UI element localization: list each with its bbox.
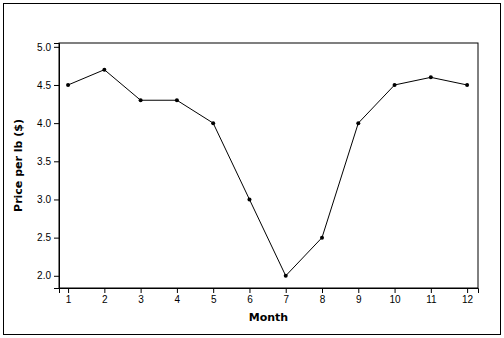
x-tick-mark xyxy=(467,288,468,293)
point xyxy=(356,121,360,125)
y-tick-label: 2.0 xyxy=(37,270,51,281)
point xyxy=(284,274,288,278)
y-tick: 3.0 xyxy=(37,194,59,205)
x-tick-mark xyxy=(68,288,69,293)
x-tick-label: 9 xyxy=(356,294,362,305)
x-tick-label: 11 xyxy=(426,294,437,305)
plot-area xyxy=(66,68,469,278)
y-tick-mark xyxy=(54,199,59,200)
point xyxy=(175,98,179,102)
x-tick: 2 xyxy=(102,288,108,305)
y-tick-mark xyxy=(54,161,59,162)
y-tick-mark xyxy=(54,123,59,124)
point xyxy=(247,197,251,201)
x-tick-mark xyxy=(358,288,359,293)
x-tick-label: 2 xyxy=(102,294,108,305)
y-tick-mark xyxy=(54,85,59,86)
y-tick-mark xyxy=(54,238,59,239)
x-tick-mark xyxy=(286,288,287,293)
chart: 1234567891011122.02.53.03.54.04.55.0Mont… xyxy=(0,0,504,338)
point xyxy=(211,121,215,125)
x-tick: 8 xyxy=(320,288,326,305)
x-tick-label: 12 xyxy=(462,294,474,305)
y-tick-mark xyxy=(54,47,59,48)
point xyxy=(465,83,469,87)
x-axis-title: Month xyxy=(249,311,288,324)
point xyxy=(66,83,70,87)
y-tick-mark xyxy=(54,276,59,277)
y-tick-label: 4.0 xyxy=(37,118,51,129)
y-tick-label: 5.0 xyxy=(37,42,51,53)
point xyxy=(139,98,143,102)
y-axis: 2.0 2.5 3.0 3.5 4.0 4.5 5.0 xyxy=(37,42,59,289)
point xyxy=(320,236,324,240)
x-axis: 123456789101112 xyxy=(60,288,479,305)
x-tick-mark xyxy=(104,288,105,293)
y-tick: 3.5 xyxy=(37,156,59,167)
y-tick: 4.5 xyxy=(37,80,59,91)
point xyxy=(429,75,433,79)
x-tick-label: 8 xyxy=(320,294,326,305)
x-tick: 5 xyxy=(211,288,217,305)
y-tick: 2.5 xyxy=(37,232,59,243)
outer-frame xyxy=(4,4,501,335)
y-tick-label: 3.0 xyxy=(37,194,51,205)
y-tick: 4.0 xyxy=(37,118,59,129)
y-axis-title: Price per lb ($) xyxy=(12,119,25,212)
y-tick-label: 3.5 xyxy=(37,156,51,167)
x-tick: 7 xyxy=(283,288,289,305)
plot-frame xyxy=(59,43,478,288)
point xyxy=(102,68,106,72)
y-tick: 2.0 xyxy=(37,270,59,281)
x-tick-label: 1 xyxy=(66,294,72,305)
y-tick: 5.0 xyxy=(37,42,59,53)
x-tick-label: 7 xyxy=(283,294,289,305)
x-tick-mark xyxy=(177,288,178,293)
x-tick: 10 xyxy=(390,288,402,305)
x-tick: 1 xyxy=(66,288,72,305)
x-tick-label: 6 xyxy=(247,294,253,305)
price-line xyxy=(68,70,467,276)
x-tick-label: 10 xyxy=(390,294,402,305)
x-tick: 12 xyxy=(462,288,474,305)
x-tick: 4 xyxy=(175,288,181,305)
x-tick: 6 xyxy=(247,288,253,305)
x-tick-mark xyxy=(213,288,214,293)
x-axis-line xyxy=(60,289,479,294)
x-tick: 9 xyxy=(356,288,362,305)
y-axis-line xyxy=(54,44,60,289)
x-tick-mark xyxy=(395,288,396,293)
point xyxy=(393,83,397,87)
y-tick-label: 2.5 xyxy=(37,232,51,243)
x-tick-label: 4 xyxy=(175,294,181,305)
x-tick-label: 3 xyxy=(138,294,144,305)
x-tick-label: 5 xyxy=(211,294,217,305)
x-tick: 3 xyxy=(138,288,144,305)
x-tick-mark xyxy=(431,288,432,293)
x-tick-mark xyxy=(322,288,323,293)
x-tick: 11 xyxy=(426,288,437,305)
y-tick-label: 4.5 xyxy=(37,80,51,91)
x-tick-mark xyxy=(141,288,142,293)
x-tick-mark xyxy=(249,288,250,293)
